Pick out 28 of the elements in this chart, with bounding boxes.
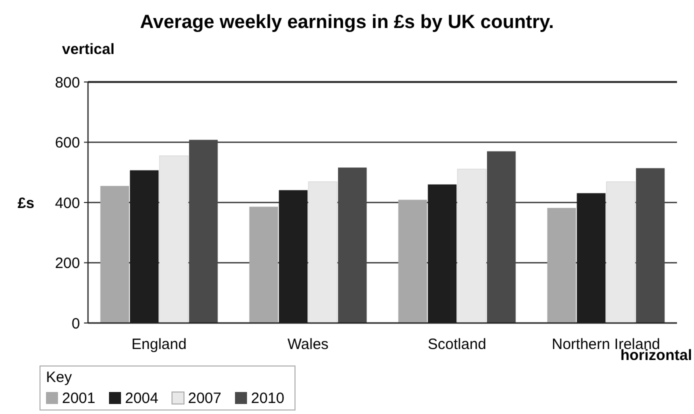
x-tick-label: England — [132, 336, 187, 353]
y-tick-label: 0 — [72, 315, 80, 332]
text: vertical — [62, 41, 115, 58]
bar — [457, 168, 486, 324]
x-tick-label: Wales — [287, 336, 329, 353]
legend-label: 2004 — [125, 390, 158, 407]
bar — [606, 181, 636, 324]
bar — [487, 151, 516, 323]
legend-label: 2007 — [188, 390, 222, 407]
y-axis-title: £s — [18, 195, 34, 212]
legend-label: 2001 — [62, 390, 96, 407]
chart-title: Average weekly earnings in £s by UK country. — [140, 12, 554, 33]
bar — [338, 168, 367, 323]
bar — [249, 206, 278, 323]
y-tick-label: 600 — [54, 134, 80, 152]
bar — [636, 168, 665, 323]
bar — [398, 200, 427, 323]
bar — [308, 181, 338, 324]
bar — [100, 186, 130, 323]
y-tick-label: 200 — [54, 255, 80, 272]
legend-title: Key — [46, 369, 72, 386]
legend-label: 2010 — [251, 390, 284, 407]
y-tick-label: 800 — [54, 74, 80, 92]
bar — [547, 208, 576, 323]
bar — [189, 140, 218, 323]
x-tick-label: Scotland — [428, 336, 486, 353]
y-tick-label: 400 — [54, 194, 80, 212]
bar — [159, 156, 188, 324]
